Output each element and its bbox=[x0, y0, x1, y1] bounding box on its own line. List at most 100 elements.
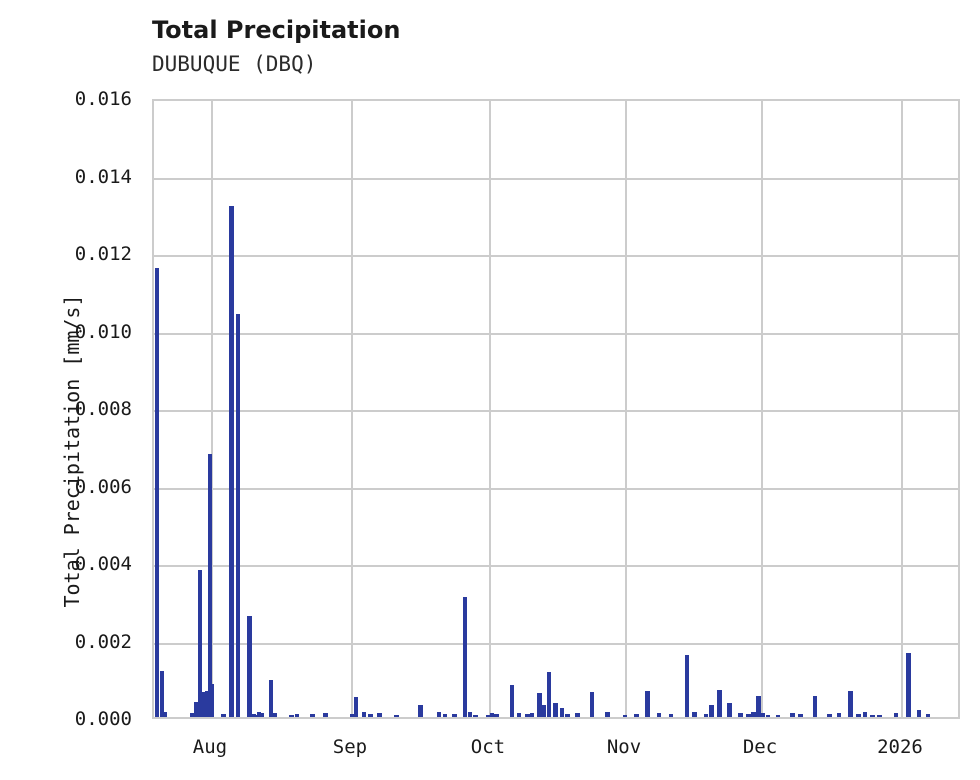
bar bbox=[553, 703, 558, 717]
bar bbox=[634, 713, 639, 717]
gridline-vertical bbox=[900, 101, 903, 717]
gridline-vertical bbox=[625, 101, 628, 717]
x-axis-tick-label: Aug bbox=[192, 736, 228, 758]
gridline-horizontal bbox=[154, 565, 958, 567]
chart-title: Total Precipitation bbox=[152, 16, 401, 44]
bar bbox=[394, 715, 399, 717]
bar bbox=[836, 713, 842, 717]
bar bbox=[848, 690, 853, 717]
bar bbox=[473, 714, 478, 717]
bar bbox=[751, 712, 756, 717]
bar bbox=[247, 616, 252, 717]
bar bbox=[692, 712, 697, 717]
bar bbox=[546, 672, 552, 717]
gridline-horizontal bbox=[154, 410, 958, 412]
gridline-vertical bbox=[761, 101, 764, 717]
bar bbox=[862, 712, 868, 717]
bar bbox=[155, 267, 160, 717]
y-axis-ticks: 0.000 0.002 0.004 0.006 0.008 0.010 0.012 0.014… bbox=[10, 0, 132, 780]
gridline-vertical bbox=[210, 101, 213, 717]
bar bbox=[668, 714, 674, 717]
bar bbox=[925, 713, 931, 717]
bar bbox=[221, 713, 226, 717]
gridline-horizontal bbox=[154, 487, 958, 490]
bar bbox=[870, 714, 875, 717]
y-axis-tick-label: 0.000 bbox=[74, 708, 132, 730]
x-axis-tick-label: Sep bbox=[332, 736, 368, 758]
bar bbox=[703, 713, 709, 717]
bar bbox=[162, 712, 167, 717]
x-axis-tick-label: Dec bbox=[742, 736, 778, 758]
bar bbox=[756, 695, 761, 717]
bar bbox=[622, 715, 628, 717]
bar bbox=[565, 713, 570, 717]
bar bbox=[738, 713, 743, 717]
bar bbox=[559, 708, 565, 717]
bar bbox=[727, 703, 732, 717]
y-axis-tick-label: 0.016 bbox=[74, 88, 132, 110]
bar bbox=[418, 704, 423, 717]
bar bbox=[462, 596, 468, 717]
bar bbox=[812, 695, 818, 717]
bar bbox=[486, 715, 491, 717]
bar bbox=[205, 690, 210, 717]
bar bbox=[193, 702, 199, 717]
y-axis-tick-label: 0.002 bbox=[74, 630, 132, 653]
bar bbox=[361, 712, 367, 717]
bar bbox=[529, 713, 535, 717]
bar bbox=[541, 705, 546, 717]
x-axis-tick-label: Nov bbox=[606, 736, 642, 758]
bar bbox=[452, 714, 457, 717]
bar bbox=[209, 684, 215, 717]
bar bbox=[605, 712, 610, 717]
bar bbox=[798, 713, 803, 717]
chart-subtitle: DUBUQUE (DBQ) bbox=[152, 52, 317, 76]
bar bbox=[235, 314, 241, 717]
bar bbox=[251, 713, 257, 717]
y-axis-tick-label: 0.004 bbox=[74, 553, 132, 575]
bar bbox=[877, 715, 882, 717]
bar bbox=[856, 713, 861, 717]
bar bbox=[323, 713, 328, 717]
bar bbox=[229, 205, 234, 717]
gridline-vertical bbox=[350, 101, 353, 717]
bar bbox=[202, 693, 208, 717]
x-axis-tick-label: 2026 bbox=[877, 736, 923, 758]
bar bbox=[916, 710, 922, 717]
bar bbox=[656, 713, 662, 717]
bar bbox=[717, 689, 722, 717]
bar bbox=[197, 569, 203, 717]
gridline-horizontal bbox=[154, 255, 958, 257]
bar bbox=[489, 713, 494, 717]
bar bbox=[256, 712, 262, 717]
y-axis-tick-label: 0.006 bbox=[74, 475, 132, 498]
gridline-horizontal bbox=[154, 177, 958, 180]
gridline-horizontal bbox=[154, 642, 958, 645]
bar bbox=[765, 714, 771, 717]
bar bbox=[207, 453, 212, 717]
y-axis-tick-label: 0.010 bbox=[74, 320, 132, 343]
bar bbox=[353, 696, 359, 717]
y-axis-tick-label: 0.014 bbox=[74, 165, 132, 188]
bar bbox=[516, 713, 522, 717]
bar bbox=[310, 714, 315, 717]
bar bbox=[709, 704, 714, 717]
plot-area bbox=[152, 99, 960, 719]
bar bbox=[254, 714, 259, 717]
bar bbox=[537, 692, 542, 717]
bar bbox=[775, 715, 780, 717]
y-axis-tick-label: 0.008 bbox=[74, 398, 132, 420]
bar bbox=[645, 690, 650, 717]
bar bbox=[827, 714, 832, 717]
bar bbox=[349, 714, 355, 717]
bar bbox=[575, 713, 580, 717]
bar bbox=[467, 712, 473, 717]
bar bbox=[259, 713, 264, 717]
bar bbox=[268, 680, 274, 717]
bar-series bbox=[154, 101, 958, 717]
gridline-vertical bbox=[488, 101, 491, 717]
bar bbox=[289, 714, 294, 717]
bar bbox=[906, 653, 911, 717]
bar bbox=[377, 713, 382, 717]
